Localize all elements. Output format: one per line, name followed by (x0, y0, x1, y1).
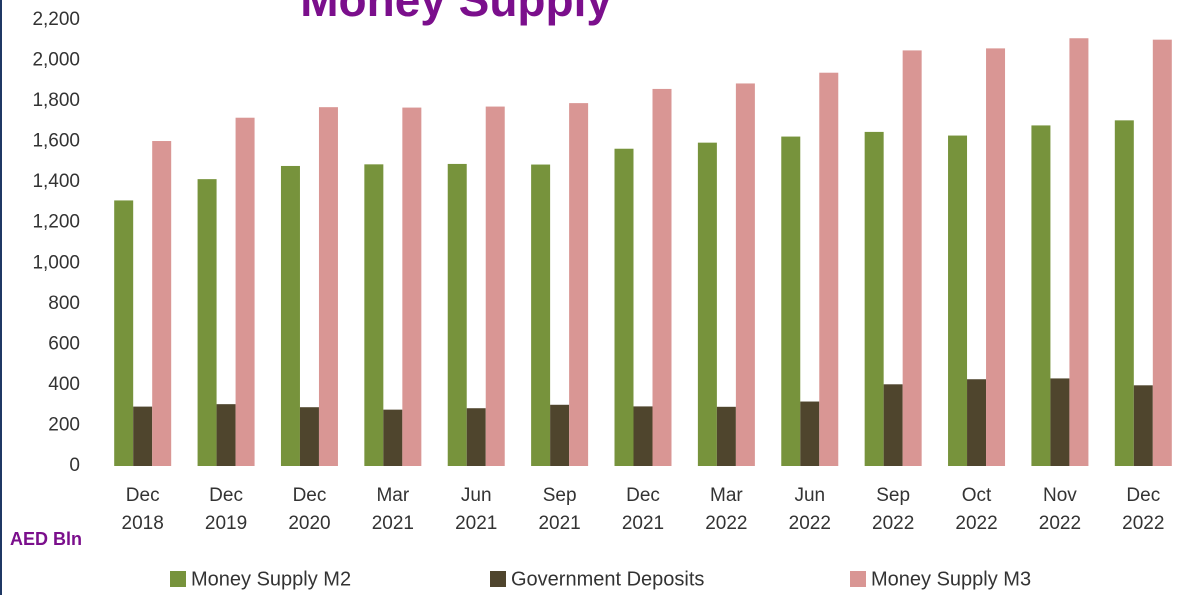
bar (485, 106, 505, 466)
y-tick-label: 2,000 (32, 50, 80, 71)
x-tick-label: Nov 2022 (1039, 485, 1081, 534)
y-tick-label: 1,000 (32, 252, 80, 273)
y-tick-label: 1,400 (32, 171, 80, 192)
legend-label: Money Supply M3 (871, 568, 1031, 590)
bar (697, 142, 717, 466)
y-tick-label: 800 (48, 293, 80, 314)
y-unit: AED Bln (10, 529, 82, 549)
y-tick-label: 400 (48, 374, 80, 395)
bar (902, 50, 922, 467)
x-tick-label: Dec 2022 (1122, 485, 1164, 534)
chart-title: Money Supply (300, 0, 612, 26)
bar (781, 136, 801, 466)
bar (633, 406, 653, 466)
bar (652, 88, 672, 466)
y-tick-label: 600 (48, 333, 80, 354)
y-tick-label: 200 (48, 414, 80, 435)
bar (1152, 39, 1172, 466)
legend-swatch (850, 571, 866, 587)
bar (986, 48, 1006, 467)
y-tick-label: 1,800 (32, 90, 80, 111)
x-tick-label: Mar 2022 (705, 485, 747, 534)
bar (216, 404, 236, 466)
bar (569, 103, 589, 467)
y-tick-label: 1,600 (32, 131, 80, 152)
legend-label: Money Supply M2 (191, 568, 351, 590)
bar (819, 72, 839, 466)
bar (883, 384, 903, 466)
bar (280, 165, 300, 467)
bar (402, 107, 422, 466)
bar (1050, 378, 1070, 466)
legend-label: Government Deposits (511, 568, 704, 590)
x-tick-label: Dec 2021 (622, 485, 664, 534)
legend-swatch (170, 571, 186, 587)
y-tick-label: 2,200 (32, 9, 80, 30)
bar (864, 131, 884, 466)
bar (1069, 38, 1089, 466)
bar (1031, 125, 1051, 466)
x-tick-label: Sep 2021 (538, 485, 580, 534)
legend-swatch (490, 571, 506, 587)
bar (800, 401, 820, 466)
bar (1114, 120, 1134, 466)
bar (197, 179, 217, 466)
bar (967, 379, 987, 466)
bar (466, 408, 486, 466)
bar (318, 107, 338, 466)
bar (364, 164, 384, 467)
bar (948, 135, 968, 466)
bar (614, 148, 634, 466)
bar (1133, 385, 1153, 466)
bar (447, 163, 467, 466)
x-tick-label: Mar 2021 (372, 485, 414, 534)
x-tick-label: Oct 2022 (955, 485, 997, 534)
y-tick-label: 1,200 (32, 212, 80, 233)
x-tick-label: Sep 2022 (872, 485, 914, 534)
bar (235, 117, 255, 467)
x-tick-label: Jun 2021 (455, 485, 497, 534)
bar (716, 406, 736, 466)
x-tick-label: Dec 2020 (288, 485, 330, 534)
bar (133, 406, 153, 466)
bar (735, 83, 755, 466)
y-tick-label: 0 (69, 455, 80, 476)
bar (550, 404, 570, 466)
bar (114, 200, 134, 466)
bar (299, 407, 319, 466)
bar (383, 409, 403, 466)
x-tick-label: Dec 2019 (205, 485, 247, 534)
bar (531, 164, 551, 466)
x-tick-label: Jun 2022 (789, 485, 831, 534)
bar (152, 141, 172, 466)
x-tick-label: Dec 2018 (122, 485, 164, 534)
